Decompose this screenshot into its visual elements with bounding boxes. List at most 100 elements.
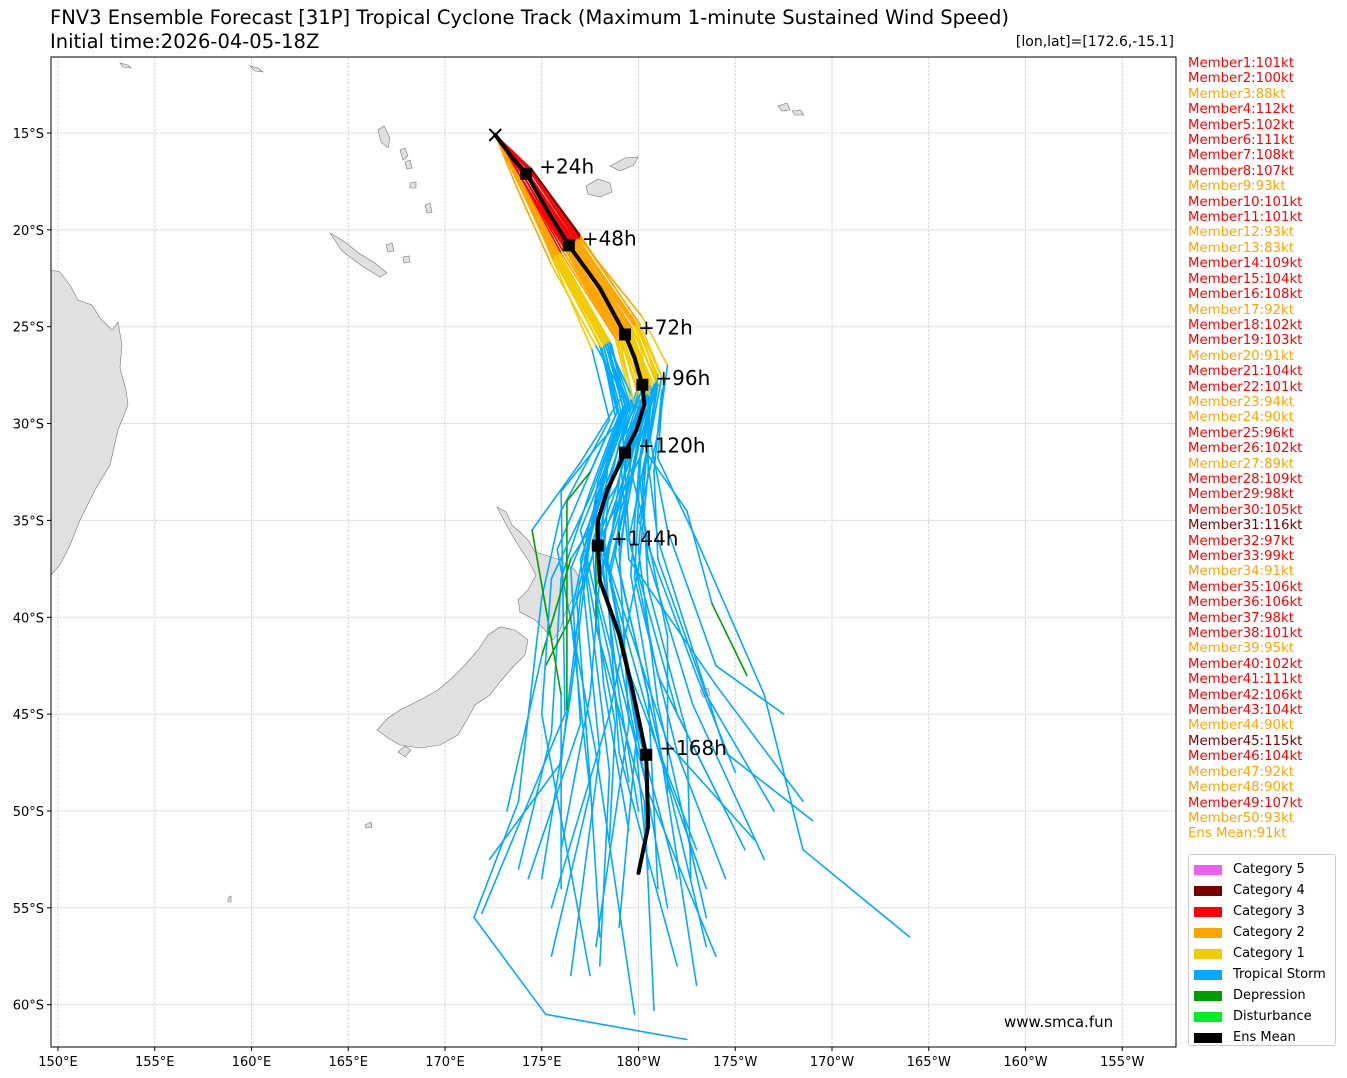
member-track-segment	[573, 240, 636, 328]
member-track-segment	[554, 256, 605, 347]
y-tick-label: 40°S	[13, 611, 44, 626]
member-intensity-entry: Member49:107kt	[1188, 795, 1303, 811]
member-intensity-entry: Member38:101kt	[1188, 626, 1303, 642]
member-track-segment	[531, 169, 582, 239]
land	[50, 62, 805, 903]
member-track-segment	[571, 242, 632, 332]
loyalty-island-land	[402, 255, 411, 264]
member-intensity-entry: Member12:93kt	[1188, 225, 1294, 241]
member-track-segment	[583, 558, 617, 725]
member-track-segment	[550, 496, 591, 580]
member-track-segment	[595, 587, 649, 793]
member-track-segment	[560, 252, 617, 340]
legend-item: Category 5	[1194, 859, 1335, 880]
australia-land	[50, 269, 129, 576]
member-track-segment	[544, 616, 572, 667]
member-track-segment	[637, 548, 659, 706]
time-marker-label: +72h	[638, 315, 693, 339]
islet-land	[227, 895, 232, 903]
member-intensity-entry: Member27:89kt	[1188, 456, 1294, 472]
vanuatu-island-land	[424, 202, 433, 214]
axis-ticks: 150°E 155°E 160°E 165°E 170°E 175°E 180°W 175°W…	[13, 127, 1145, 1070]
x-tick-label: 180°W	[616, 1055, 660, 1070]
legend-label: Disturbance	[1233, 1009, 1312, 1024]
legend-item: Category 4	[1194, 880, 1335, 901]
legend-swatch	[1194, 990, 1222, 1001]
y-tick-label: 50°S	[13, 805, 44, 820]
member-intensity-entry: Member16:108kt	[1188, 287, 1303, 303]
member-track-segment	[641, 316, 669, 367]
member-track-segment	[628, 535, 659, 677]
member-track-segment	[569, 538, 591, 696]
member-intensity-entry: Member14:109kt	[1188, 256, 1303, 272]
member-track-segment	[519, 180, 560, 254]
stewart-island-land	[397, 745, 412, 758]
legend-swatch	[1194, 864, 1222, 875]
legend-swatch	[1194, 948, 1222, 959]
member-track-segment	[647, 693, 659, 890]
member-track-segment	[517, 182, 557, 258]
member-track-segment	[724, 752, 814, 822]
member-track-segment	[585, 577, 611, 774]
ens-mean-track: +24h +48h +72h +96h +120h +144h +168h	[488, 128, 727, 875]
time-marker	[618, 446, 631, 459]
legend-item: Category 3	[1194, 901, 1335, 922]
y-tick-label: 55°S	[13, 902, 44, 917]
member-intensity-entry: Member30:105kt	[1188, 502, 1303, 518]
ens-mean-line	[493, 132, 651, 875]
member-track-segment	[550, 577, 562, 735]
member-track-segment	[566, 246, 624, 338]
legend: Category 5 Category 4 Category 3 Category 2…	[1188, 854, 1336, 1046]
member-track-segment	[604, 461, 628, 564]
member-track-segment	[715, 664, 785, 715]
member-intensity-entry: Member19:103kt	[1188, 333, 1303, 349]
member-track-segment	[569, 616, 591, 793]
member-track-segment	[608, 655, 630, 783]
member-track-segment	[579, 529, 611, 657]
member-track-segment	[637, 459, 648, 551]
time-marker	[636, 378, 649, 391]
member-track-segment	[602, 345, 622, 413]
member-track-segment	[550, 263, 597, 347]
member-intensity-entry: Member32:97kt	[1188, 533, 1294, 549]
member-track-segment	[602, 554, 663, 764]
watermark: www.smca.fun	[1004, 1013, 1114, 1031]
member-intensity-entry: Member35:106kt	[1188, 579, 1303, 595]
member-track-segment	[473, 916, 547, 1016]
member-intensity-entry: Ens Mean:91kt	[1188, 826, 1287, 842]
member-track-segment	[629, 573, 659, 735]
member-intensity-entry: Member46:104kt	[1188, 749, 1303, 765]
y-tick-label: 30°S	[13, 418, 44, 433]
member-track-segment	[531, 170, 582, 241]
time-marker	[591, 539, 604, 552]
member-track-segment	[657, 380, 665, 460]
member-track-segment	[628, 538, 679, 715]
member-track-segment	[521, 180, 562, 254]
new-caledonia-land	[329, 232, 388, 278]
time-marker	[640, 748, 653, 761]
legend-item: Disturbance	[1194, 1006, 1335, 1027]
legend-item: Category 2	[1194, 922, 1335, 943]
member-track-segment	[583, 480, 603, 560]
member-intensity-entry: Member43:104kt	[1188, 703, 1303, 719]
member-track-segment	[506, 655, 543, 812]
member-track-segment	[657, 538, 727, 754]
member-track-segment	[711, 602, 748, 677]
member-intensity-entry: Member24:90kt	[1188, 410, 1294, 426]
time-marker-label: +144h	[611, 527, 679, 551]
member-track-segment	[566, 248, 622, 340]
x-tick-label: 170°E	[425, 1055, 465, 1070]
member-track-segment	[602, 684, 630, 832]
time-marker-label: +96h	[655, 366, 710, 390]
member-track-segment	[691, 703, 766, 861]
member-track-segment	[529, 170, 578, 241]
member-track-segment	[666, 781, 708, 948]
y-tick-label: 20°S	[13, 224, 44, 239]
member-track-segment	[641, 384, 659, 483]
member-intensity-entry: Member33:99kt	[1188, 549, 1294, 564]
member-intensity-entry: Member5:102kt	[1188, 117, 1294, 133]
legend-swatch	[1194, 885, 1222, 896]
time-marker-label: +48h	[582, 226, 637, 250]
member-track-segment	[550, 713, 611, 909]
